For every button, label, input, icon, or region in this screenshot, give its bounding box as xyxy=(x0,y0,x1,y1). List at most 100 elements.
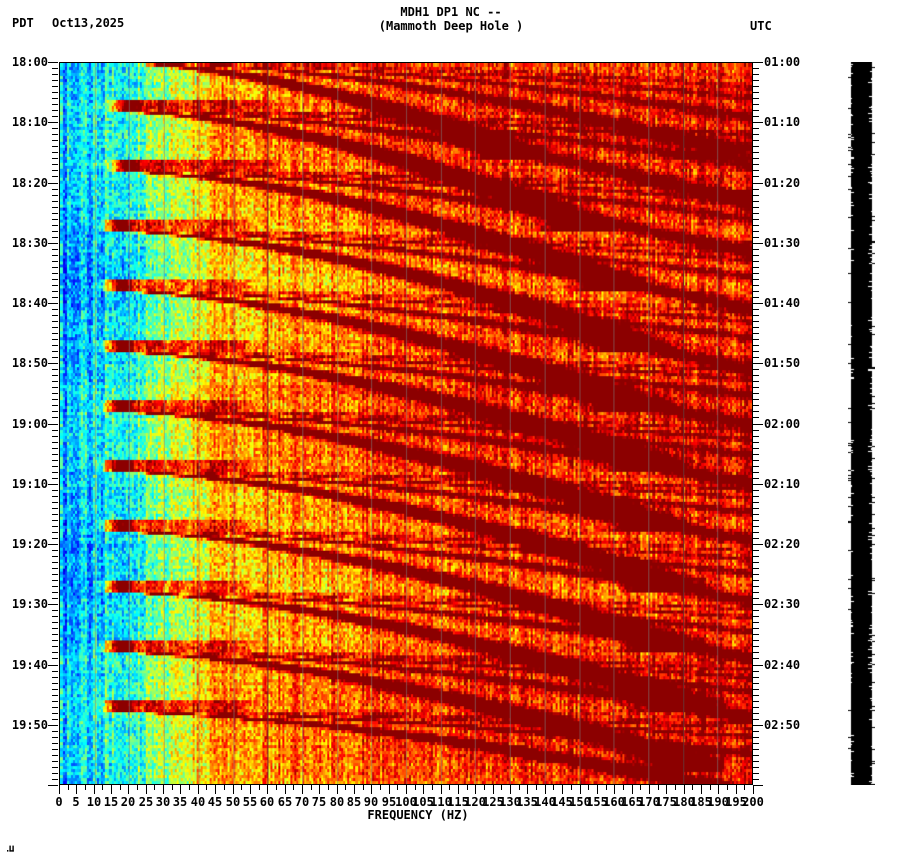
freq-tick-minor xyxy=(536,785,537,790)
time-tick-minor-left xyxy=(52,273,58,274)
freq-tick-major xyxy=(684,785,685,794)
time-tick-minor-right xyxy=(753,490,759,491)
time-tick-minor-left xyxy=(52,333,58,334)
time-tick-minor-right xyxy=(753,74,759,75)
timezone-label-right: UTC xyxy=(750,19,772,33)
freq-tick-minor xyxy=(449,785,450,790)
freq-tick-major xyxy=(614,785,615,794)
time-tick-minor-right xyxy=(753,146,759,147)
freq-tick-minor xyxy=(501,785,502,790)
time-tick-minor-left xyxy=(52,315,58,316)
time-tick-minor-right xyxy=(753,86,759,87)
time-tick-minor-right xyxy=(753,315,759,316)
time-tick-minor-left xyxy=(52,68,58,69)
time-tick-minor-right xyxy=(753,436,759,437)
time-tick-minor-right xyxy=(753,291,759,292)
time-tick-minor-right xyxy=(753,496,759,497)
freq-tick-minor xyxy=(85,785,86,790)
freq-tick-major xyxy=(198,785,199,794)
time-tick-minor-left xyxy=(52,176,58,177)
time-tick-minor-right xyxy=(753,351,759,352)
time-tick-minor-right xyxy=(753,628,759,629)
time-tick-minor-left xyxy=(52,677,58,678)
spectrogram-plot[interactable] xyxy=(59,62,753,785)
date-label: Oct13,2025 xyxy=(52,16,125,30)
time-tick-minor-left xyxy=(52,466,58,467)
time-tick-minor-right xyxy=(753,128,759,129)
time-tick-minor-right xyxy=(753,321,759,322)
time-tick-minor-right xyxy=(753,640,759,641)
time-tick-minor-left xyxy=(52,532,58,533)
time-tick-minor-left xyxy=(52,110,58,111)
time-tick-minor-left xyxy=(52,568,58,569)
time-tick-minor-left xyxy=(52,327,58,328)
time-tick-major-left xyxy=(48,303,58,304)
time-tick-minor-right xyxy=(753,707,759,708)
freq-tick-label: 170 xyxy=(638,795,660,809)
time-tick-minor-left xyxy=(52,128,58,129)
time-tick-minor-left xyxy=(52,339,58,340)
freq-tick-label: 15 xyxy=(103,795,119,809)
time-tick-minor-right xyxy=(753,580,759,581)
time-tick-label-pdt: 19:40 xyxy=(11,658,48,672)
time-tick-major-right xyxy=(753,424,763,425)
freq-tick-major xyxy=(233,785,234,794)
freq-tick-major xyxy=(215,785,216,794)
time-tick-minor-left xyxy=(52,707,58,708)
freq-tick-minor xyxy=(675,785,676,790)
time-tick-minor-right xyxy=(753,279,759,280)
time-tick-minor-right xyxy=(753,478,759,479)
time-tick-minor-right xyxy=(753,267,759,268)
time-tick-minor-right xyxy=(753,170,759,171)
freq-tick-major xyxy=(354,785,355,794)
time-tick-minor-left xyxy=(52,550,58,551)
time-tick-minor-left xyxy=(52,417,58,418)
freq-tick-minor xyxy=(224,785,225,790)
freq-tick-major xyxy=(180,785,181,794)
freq-tick-label: 50 xyxy=(225,795,241,809)
freq-tick-label: 140 xyxy=(534,795,556,809)
time-tick-minor-left xyxy=(52,146,58,147)
freq-tick-minor xyxy=(623,785,624,790)
time-tick-minor-left xyxy=(52,98,58,99)
freq-tick-major xyxy=(493,785,494,794)
time-tick-minor-right xyxy=(753,92,759,93)
freq-tick-major xyxy=(580,785,581,794)
time-tick-minor-left xyxy=(52,592,58,593)
time-tick-minor-right xyxy=(753,261,759,262)
time-tick-minor-left xyxy=(52,92,58,93)
freq-tick-label: 190 xyxy=(707,795,729,809)
time-tick-minor-left xyxy=(52,737,58,738)
freq-tick-label: 90 xyxy=(363,795,379,809)
time-tick-minor-left xyxy=(52,773,58,774)
time-tick-minor-right xyxy=(753,219,759,220)
freq-tick-major xyxy=(76,785,77,794)
corner-mark-icon xyxy=(7,845,14,852)
freq-tick-minor xyxy=(363,785,364,790)
time-tick-minor-left xyxy=(52,405,58,406)
time-tick-minor-right xyxy=(753,749,759,750)
freq-tick-label: 185 xyxy=(690,795,712,809)
time-tick-minor-right xyxy=(753,333,759,334)
time-tick-minor-right xyxy=(753,502,759,503)
time-tick-minor-right xyxy=(753,466,759,467)
time-tick-major-right xyxy=(753,243,763,244)
freq-tick-label: 200 xyxy=(742,795,764,809)
freq-tick-minor xyxy=(259,785,260,790)
freq-tick-label: 30 xyxy=(155,795,171,809)
time-tick-label-utc: 01:50 xyxy=(764,356,801,370)
time-tick-minor-left xyxy=(52,134,58,135)
time-tick-minor-right xyxy=(753,689,759,690)
freq-tick-minor xyxy=(519,785,520,790)
freq-tick-major xyxy=(371,785,372,794)
time-tick-minor-right xyxy=(753,285,759,286)
time-tick-minor-right xyxy=(753,755,759,756)
time-tick-minor-left xyxy=(52,321,58,322)
time-tick-major-right xyxy=(753,725,763,726)
time-tick-major-right xyxy=(753,484,763,485)
freq-tick-major xyxy=(441,785,442,794)
freq-tick-major xyxy=(736,785,737,794)
time-tick-minor-left xyxy=(52,598,58,599)
time-tick-minor-right xyxy=(753,719,759,720)
time-tick-minor-left xyxy=(52,779,58,780)
